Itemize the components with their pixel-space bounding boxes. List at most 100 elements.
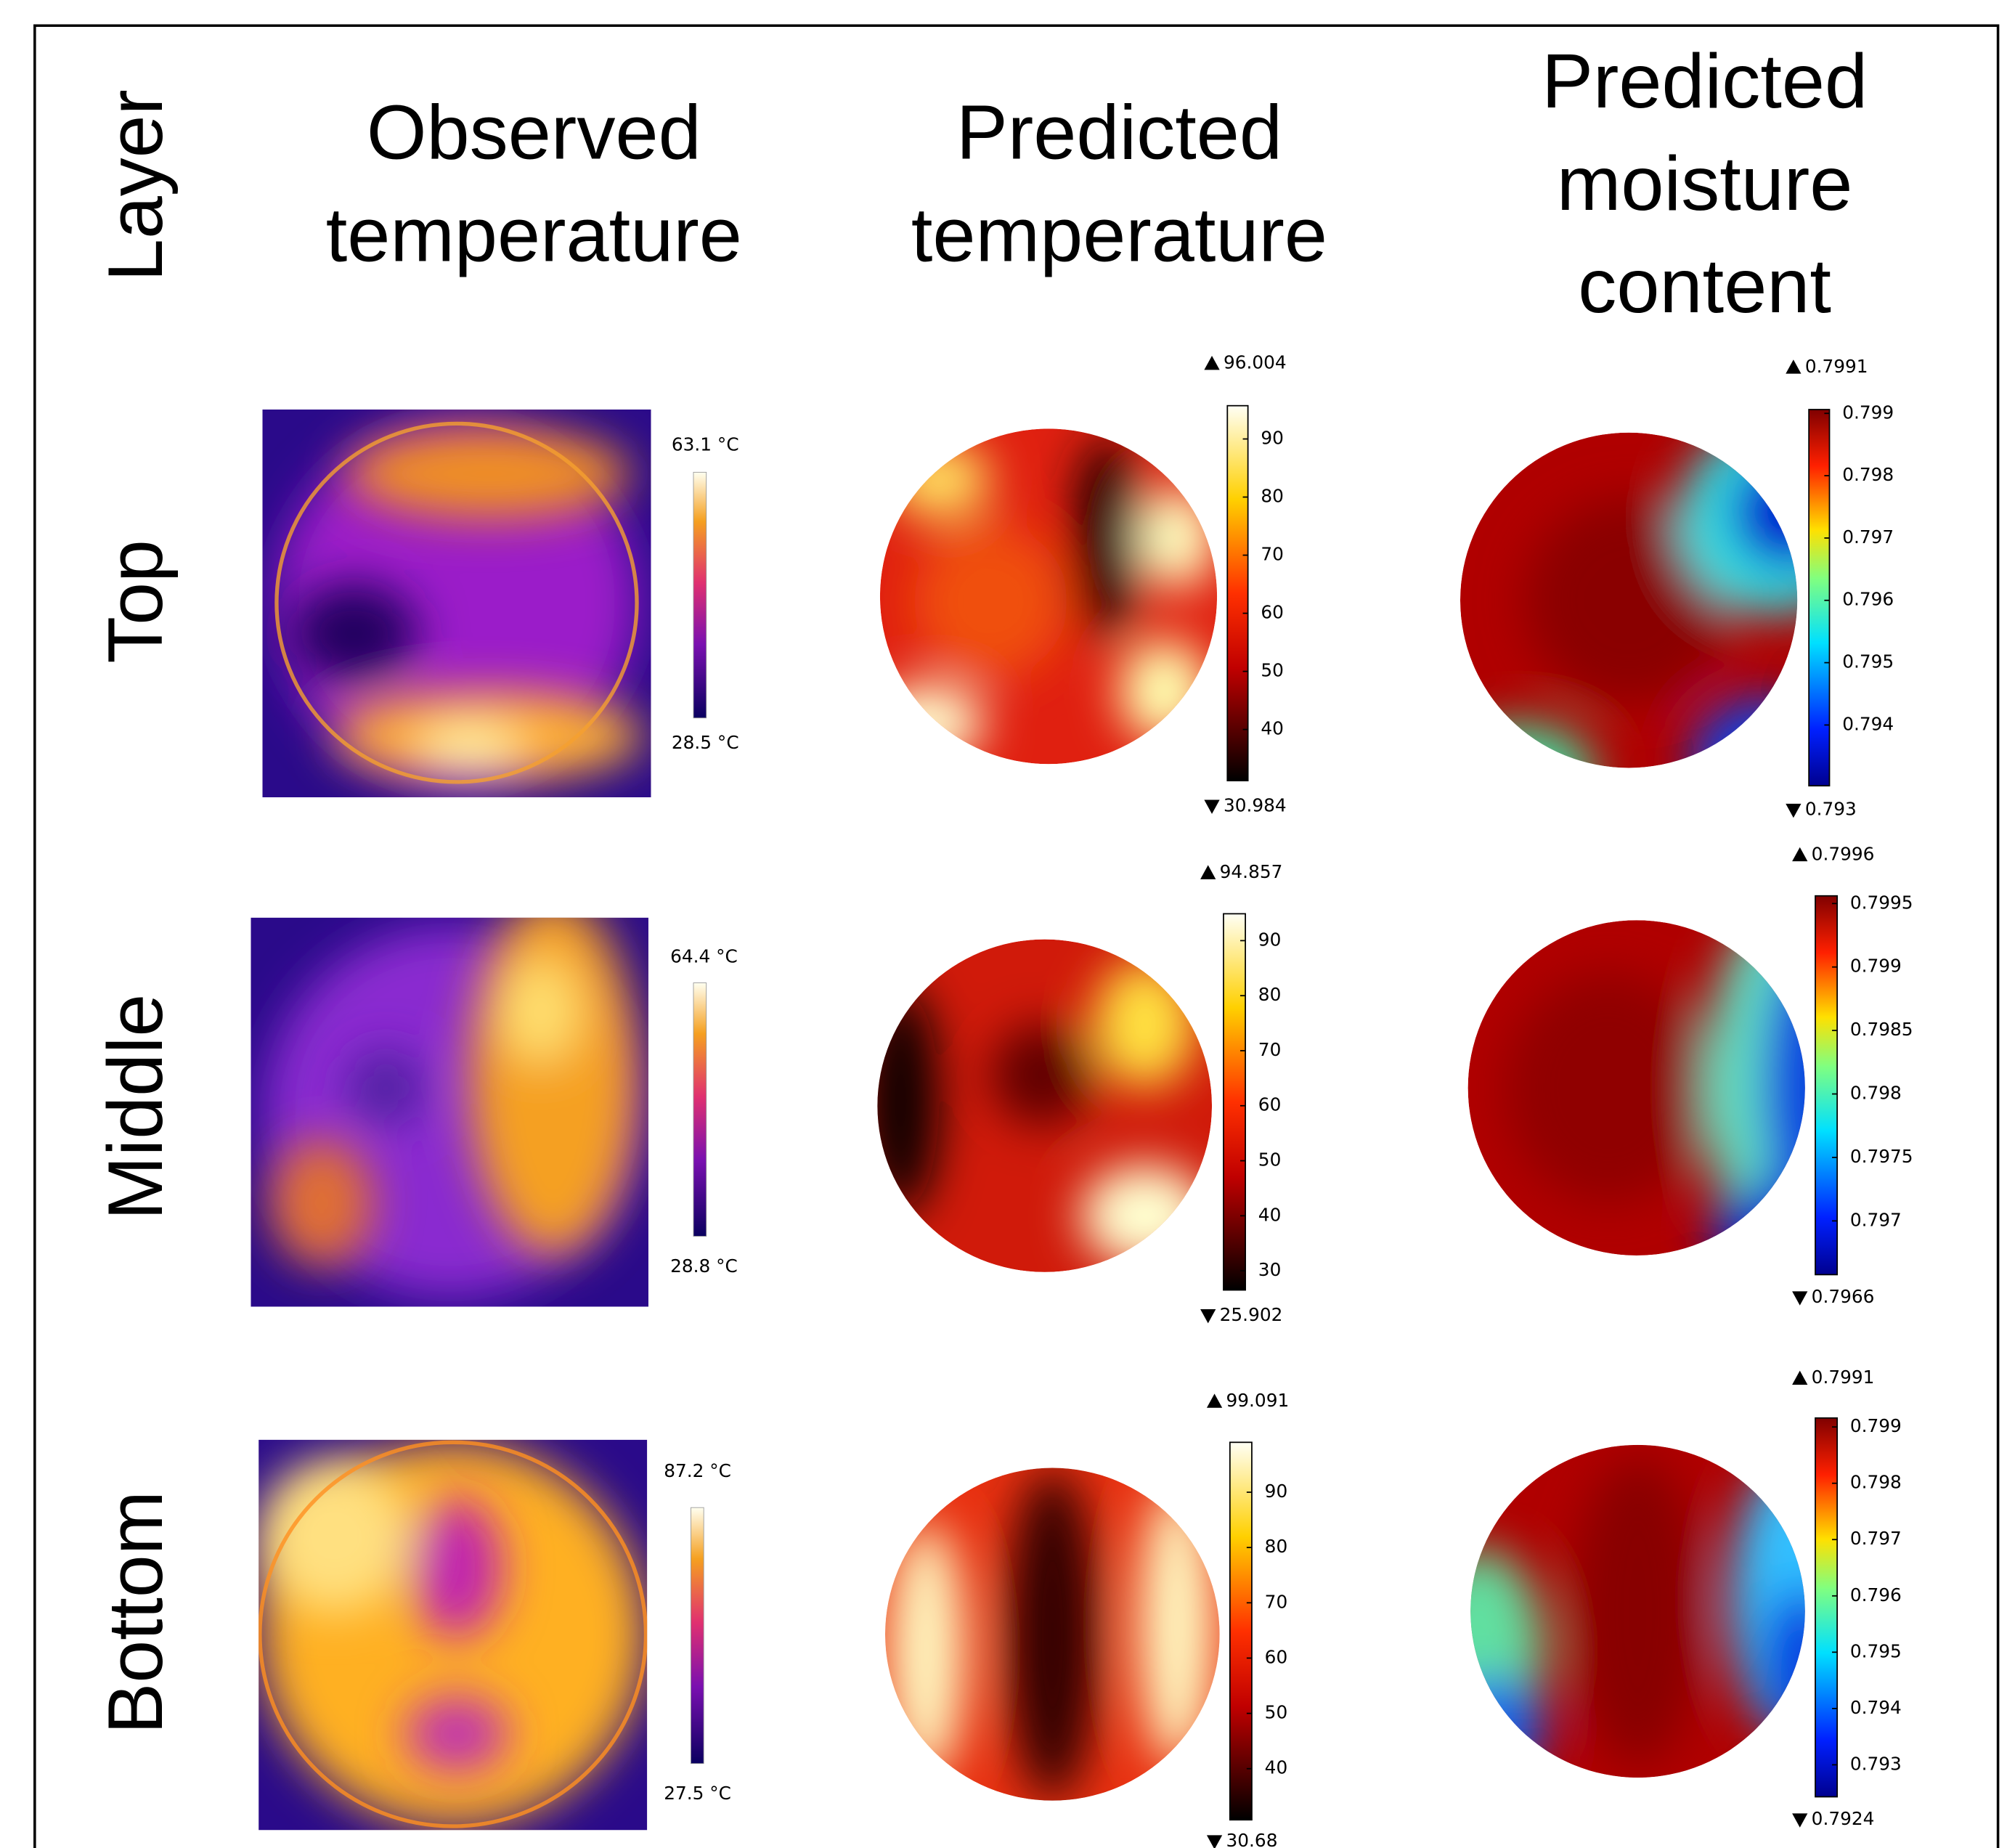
colorbar-min: 30.984 bbox=[1224, 794, 1287, 815]
min-arrow bbox=[1200, 1309, 1216, 1323]
colorbar-min: 25.902 bbox=[1220, 1304, 1283, 1325]
max-arrow bbox=[1207, 1393, 1222, 1407]
tick-label: 0.793 bbox=[1850, 1753, 1902, 1774]
colorbar-max: 63.1 °C bbox=[672, 433, 739, 455]
blob bbox=[990, 1024, 1094, 1126]
tick-label: 60 bbox=[1261, 602, 1284, 623]
colorbar-max: 94.857 bbox=[1220, 861, 1283, 882]
tick-label: 70 bbox=[1265, 1591, 1288, 1612]
column-header: temperature bbox=[911, 192, 1327, 278]
min-arrow bbox=[1204, 800, 1219, 814]
max-arrow bbox=[1200, 865, 1216, 879]
column-header: moisture bbox=[1557, 141, 1853, 227]
tick-label: 0.795 bbox=[1850, 1640, 1902, 1661]
blob bbox=[412, 1497, 502, 1638]
heatmap bbox=[251, 896, 648, 1307]
colorbar-min: 0.7966 bbox=[1812, 1286, 1875, 1307]
tick-label: 90 bbox=[1258, 929, 1282, 950]
min-arrow bbox=[1786, 804, 1801, 818]
blob bbox=[888, 441, 991, 518]
tick-label: 40 bbox=[1261, 718, 1284, 739]
figure: Layer Observed temperature Predicted temper… bbox=[0, 0, 2007, 1848]
row-label: Bottom bbox=[93, 1491, 179, 1734]
row-label: Middle bbox=[93, 994, 179, 1220]
tick-label: 60 bbox=[1265, 1646, 1288, 1667]
tick-label: 0.799 bbox=[1850, 1415, 1902, 1436]
column-header: Observed bbox=[367, 90, 701, 176]
blob bbox=[1441, 1677, 1544, 1779]
heatmap bbox=[885, 1468, 1220, 1801]
colorbar-min: 0.7924 bbox=[1812, 1808, 1875, 1829]
tick-label: 0.799 bbox=[1842, 402, 1894, 423]
blob bbox=[290, 582, 418, 685]
max-arrow bbox=[1792, 1371, 1807, 1385]
heatmap bbox=[862, 940, 1212, 1272]
blob bbox=[888, 1523, 965, 1778]
blob bbox=[470, 896, 637, 1254]
min-arrow bbox=[1792, 1813, 1807, 1827]
tick-label: 0.797 bbox=[1850, 1209, 1902, 1230]
colorbar-min: 28.8 °C bbox=[670, 1255, 738, 1277]
heatmap bbox=[868, 428, 1217, 764]
colorbar-max: 99.091 bbox=[1226, 1390, 1290, 1411]
tick-label: 0.797 bbox=[1850, 1528, 1902, 1549]
tick-label: 0.799 bbox=[1850, 956, 1902, 977]
max-arrow bbox=[1786, 359, 1801, 373]
colorbar bbox=[693, 983, 707, 1237]
tick-label: 90 bbox=[1265, 1481, 1288, 1502]
colorbar-min: 28.5 °C bbox=[672, 732, 739, 753]
blob bbox=[1080, 1165, 1209, 1267]
tick-label: 0.794 bbox=[1850, 1697, 1902, 1718]
tick-label: 50 bbox=[1261, 660, 1284, 681]
colorbar bbox=[1809, 410, 1829, 786]
blob bbox=[1762, 947, 1852, 1229]
column-header: temperature bbox=[326, 192, 742, 278]
colorbar-max: 87.2 °C bbox=[664, 1460, 731, 1481]
tick-label: 0.794 bbox=[1842, 713, 1894, 734]
heatmap bbox=[257, 1440, 647, 1831]
blob bbox=[862, 985, 939, 1216]
heatmap-blobs bbox=[1415, 1457, 1859, 1778]
column-header: Predicted bbox=[1542, 38, 1868, 124]
tick-label: 80 bbox=[1258, 984, 1282, 1005]
blob bbox=[347, 428, 630, 518]
tick-label: 80 bbox=[1261, 486, 1284, 507]
colorbar bbox=[1224, 913, 1245, 1290]
colorbar-min: 30.68 bbox=[1226, 1830, 1278, 1848]
blob bbox=[347, 1049, 424, 1126]
heatmap bbox=[1415, 1445, 1859, 1779]
blob bbox=[1574, 1457, 1702, 1764]
blob bbox=[1074, 435, 1139, 640]
tick-label: 0.798 bbox=[1842, 464, 1894, 485]
colorbar-max: 64.4 °C bbox=[670, 945, 738, 966]
colorbar bbox=[1230, 1442, 1252, 1820]
tick-label: 50 bbox=[1258, 1149, 1282, 1171]
blob bbox=[270, 1139, 373, 1267]
tick-label: 40 bbox=[1265, 1757, 1288, 1778]
blob bbox=[1119, 640, 1209, 742]
colorbar-max: 0.7996 bbox=[1812, 843, 1875, 864]
column-header: content bbox=[1578, 243, 1831, 329]
colorbar-max: 0.7991 bbox=[1805, 356, 1868, 377]
tick-label: 70 bbox=[1261, 544, 1284, 565]
tick-label: 40 bbox=[1258, 1204, 1282, 1225]
layer-header: Layer bbox=[93, 89, 179, 282]
blob bbox=[1139, 487, 1216, 589]
tick-label: 0.7985 bbox=[1850, 1019, 1913, 1040]
tick-label: 0.795 bbox=[1842, 651, 1894, 672]
colorbar bbox=[691, 1507, 704, 1763]
tick-label: 0.7995 bbox=[1850, 892, 1913, 913]
tick-label: 0.798 bbox=[1850, 1472, 1902, 1493]
blob bbox=[405, 1696, 508, 1772]
blob bbox=[1441, 723, 1595, 826]
heatmap bbox=[1441, 423, 1872, 826]
tick-label: 0.796 bbox=[1842, 589, 1894, 610]
tick-label: 30 bbox=[1258, 1259, 1282, 1280]
tick-label: 80 bbox=[1265, 1536, 1288, 1557]
max-arrow bbox=[1204, 356, 1219, 370]
blob bbox=[1505, 972, 1711, 1202]
colorbar-min: 27.5 °C bbox=[664, 1783, 731, 1804]
blob bbox=[1139, 1484, 1216, 1766]
tick-label: 0.798 bbox=[1850, 1083, 1902, 1104]
tick-label: 0.797 bbox=[1842, 526, 1894, 548]
